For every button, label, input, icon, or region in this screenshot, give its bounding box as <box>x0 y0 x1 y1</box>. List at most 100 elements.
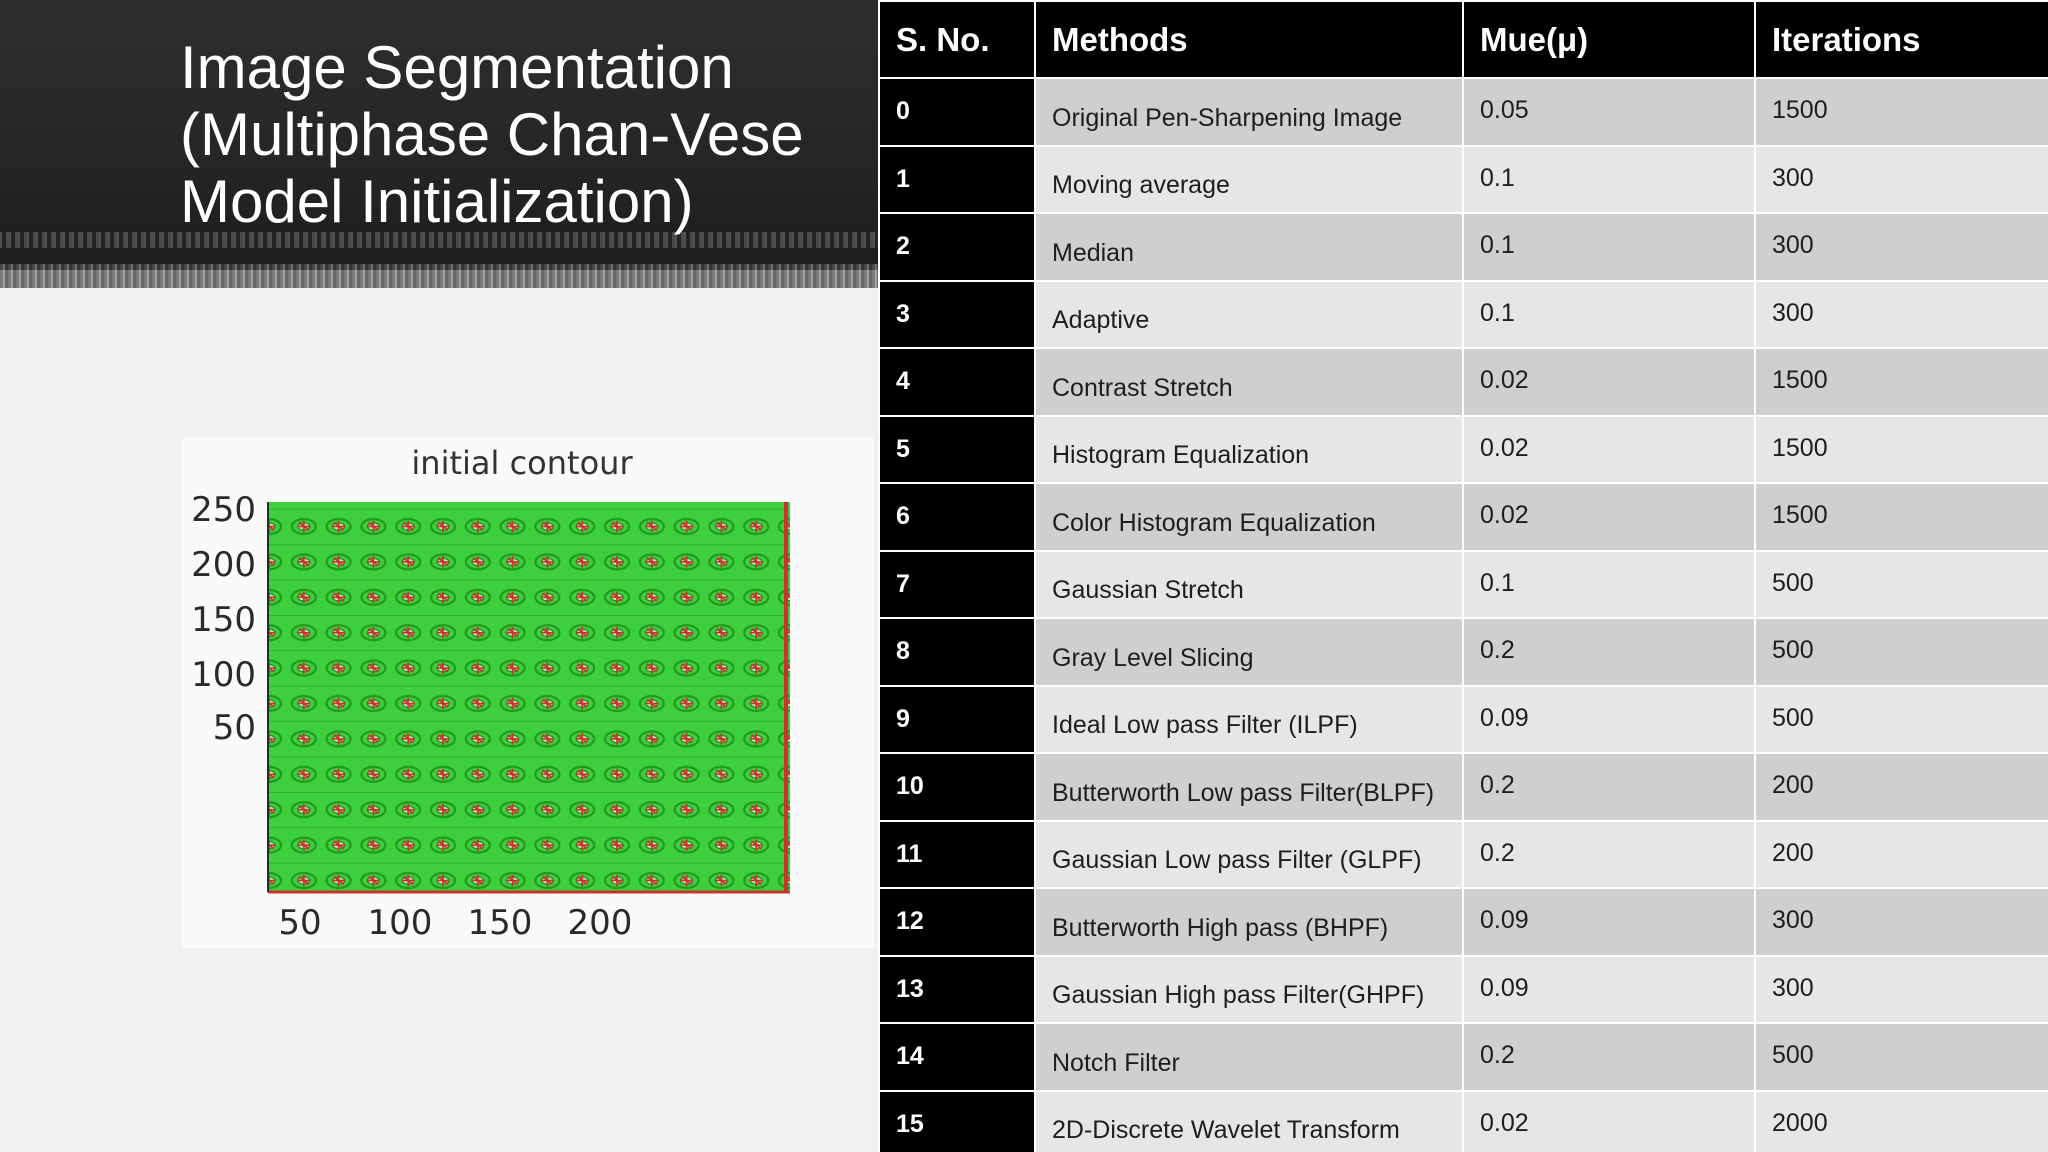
table-row: 14 Notch Filter 0.2 500 <box>878 1022 2048 1092</box>
cell-mue: 0.09 <box>1462 954 1756 1024</box>
cell-iterations: 500 <box>1754 617 2048 687</box>
cell-method: Adaptive <box>1034 279 1464 349</box>
cell-method: Contrast Stretch <box>1034 347 1464 417</box>
figure-title: initial contour <box>411 444 633 482</box>
header-methods: Methods <box>1034 0 1464 79</box>
cell-method: Notch Filter <box>1034 1022 1464 1092</box>
cell-sno: 2 <box>878 212 1036 282</box>
cell-sno: 4 <box>878 347 1036 417</box>
left-panel: Image Segmentation (Multiphase Chan-Vese… <box>0 0 878 1152</box>
x-tick-label: 50 <box>278 903 321 943</box>
table-row: 4 Contrast Stretch 0.02 1500 <box>878 347 2048 417</box>
title-band <box>0 0 878 288</box>
x-tick-label: 100 <box>368 903 433 943</box>
cell-sno: 0 <box>878 77 1036 147</box>
cell-method: Gaussian Low pass Filter (GLPF) <box>1034 819 1464 889</box>
slide-title: Image Segmentation (Multiphase Chan-Vese… <box>180 34 804 235</box>
cell-iterations: 300 <box>1754 887 2048 957</box>
cell-iterations: 500 <box>1754 549 2048 619</box>
cell-sno: 12 <box>878 887 1036 957</box>
methods-table-container: S. No. Methods Mue(μ) Iterations 0 Origi… <box>878 0 2048 1152</box>
cell-sno: 13 <box>878 954 1036 1024</box>
cell-method: 2D-Discrete Wavelet Transform <box>1034 1089 1464 1152</box>
cell-iterations: 2000 <box>1754 1089 2048 1152</box>
cell-sno: 5 <box>878 414 1036 484</box>
cell-sno: 7 <box>878 549 1036 619</box>
cell-sno: 14 <box>878 1022 1036 1092</box>
y-tick-label: 100 <box>191 655 256 695</box>
cell-iterations: 1500 <box>1754 414 2048 484</box>
y-tick-labels: 250 200 150 100 50 <box>191 490 256 748</box>
cell-mue: 0.2 <box>1462 819 1756 889</box>
cell-method: Color Histogram Equalization <box>1034 482 1464 552</box>
cell-iterations: 1500 <box>1754 77 2048 147</box>
table-header-row: S. No. Methods Mue(μ) Iterations <box>878 0 2048 79</box>
cell-mue: 0.1 <box>1462 212 1756 282</box>
table-row: 9 Ideal Low pass Filter (ILPF) 0.09 500 <box>878 684 2048 754</box>
table-row: 2 Median 0.1 300 <box>878 212 2048 282</box>
table-row: 0 Original Pen-Sharpening Image 0.05 150… <box>878 77 2048 147</box>
cell-mue: 0.02 <box>1462 1089 1756 1152</box>
cell-mue: 0.2 <box>1462 1022 1756 1092</box>
cell-method: Gaussian Stretch <box>1034 549 1464 619</box>
cell-method: Moving average <box>1034 144 1464 214</box>
cell-sno: 8 <box>878 617 1036 687</box>
cell-mue: 0.02 <box>1462 414 1756 484</box>
table-row: 8 Gray Level Slicing 0.2 500 <box>878 617 2048 687</box>
header-sno: S. No. <box>878 0 1036 79</box>
cell-sno: 6 <box>878 482 1036 552</box>
cell-mue: 0.05 <box>1462 77 1756 147</box>
x-tick-label: 200 <box>568 903 633 943</box>
cell-iterations: 1500 <box>1754 482 2048 552</box>
cell-iterations: 300 <box>1754 144 2048 214</box>
cell-sno: 9 <box>878 684 1036 754</box>
cell-method: Histogram Equalization <box>1034 414 1464 484</box>
cell-sno: 15 <box>878 1089 1036 1152</box>
cell-iterations: 300 <box>1754 954 2048 1024</box>
table-row: 11 Gaussian Low pass Filter (GLPF) 0.2 2… <box>878 819 2048 889</box>
contour-plot: initial contour 50 100 150 200 250 200 150 100… <box>191 444 790 943</box>
table-row: 12 Butterworth High pass (BHPF) 0.09 300 <box>878 887 2048 957</box>
cell-iterations: 1500 <box>1754 347 2048 417</box>
header-mue: Mue(μ) <box>1462 0 1756 79</box>
cell-mue: 0.2 <box>1462 752 1756 822</box>
cell-mue: 0.1 <box>1462 549 1756 619</box>
x-tick-label: 150 <box>468 903 533 943</box>
cell-iterations: 200 <box>1754 819 2048 889</box>
cell-mue: 0.2 <box>1462 617 1756 687</box>
table-row: 7 Gaussian Stretch 0.1 500 <box>878 549 2048 619</box>
initial-contour-figure: initial contour 50 100 150 200 250 200 150 100… <box>182 438 874 948</box>
header-iterations: Iterations <box>1754 0 2048 79</box>
cell-method: Ideal Low pass Filter (ILPF) <box>1034 684 1464 754</box>
grunge-divider <box>0 232 878 248</box>
table-row: 6 Color Histogram Equalization 0.02 1500 <box>878 482 2048 552</box>
y-tick-label: 200 <box>191 545 256 585</box>
cell-iterations: 500 <box>1754 1022 2048 1092</box>
y-tick-label: 150 <box>191 600 256 640</box>
cell-method: Original Pen-Sharpening Image <box>1034 77 1464 147</box>
cell-mue: 0.09 <box>1462 887 1756 957</box>
table-row: 13 Gaussian High pass Filter(GHPF) 0.09 … <box>878 954 2048 1024</box>
cell-method: Butterworth Low pass Filter(BLPF) <box>1034 752 1464 822</box>
table-row: 1 Moving average 0.1 300 <box>878 144 2048 214</box>
cell-method: Gray Level Slicing <box>1034 617 1464 687</box>
cell-sno: 10 <box>878 752 1036 822</box>
cell-mue: 0.1 <box>1462 144 1756 214</box>
cell-method: Gaussian High pass Filter(GHPF) <box>1034 954 1464 1024</box>
cell-iterations: 300 <box>1754 279 2048 349</box>
cell-method: Median <box>1034 212 1464 282</box>
cell-sno: 11 <box>878 819 1036 889</box>
table-row: 3 Adaptive 0.1 300 <box>878 279 2048 349</box>
cell-method: Butterworth High pass (BHPF) <box>1034 887 1464 957</box>
cell-mue: 0.1 <box>1462 279 1756 349</box>
y-tick-label: 50 <box>213 708 256 748</box>
y-tick-label: 250 <box>191 490 256 530</box>
cell-sno: 3 <box>878 279 1036 349</box>
x-tick-labels: 50 100 150 200 <box>278 903 632 943</box>
methods-table: S. No. Methods Mue(μ) Iterations 0 Origi… <box>878 0 2048 1152</box>
cell-iterations: 500 <box>1754 684 2048 754</box>
cell-iterations: 200 <box>1754 752 2048 822</box>
table-row: 10 Butterworth Low pass Filter(BLPF) 0.2… <box>878 752 2048 822</box>
table-row: 5 Histogram Equalization 0.02 1500 <box>878 414 2048 484</box>
contour-region <box>268 502 790 892</box>
